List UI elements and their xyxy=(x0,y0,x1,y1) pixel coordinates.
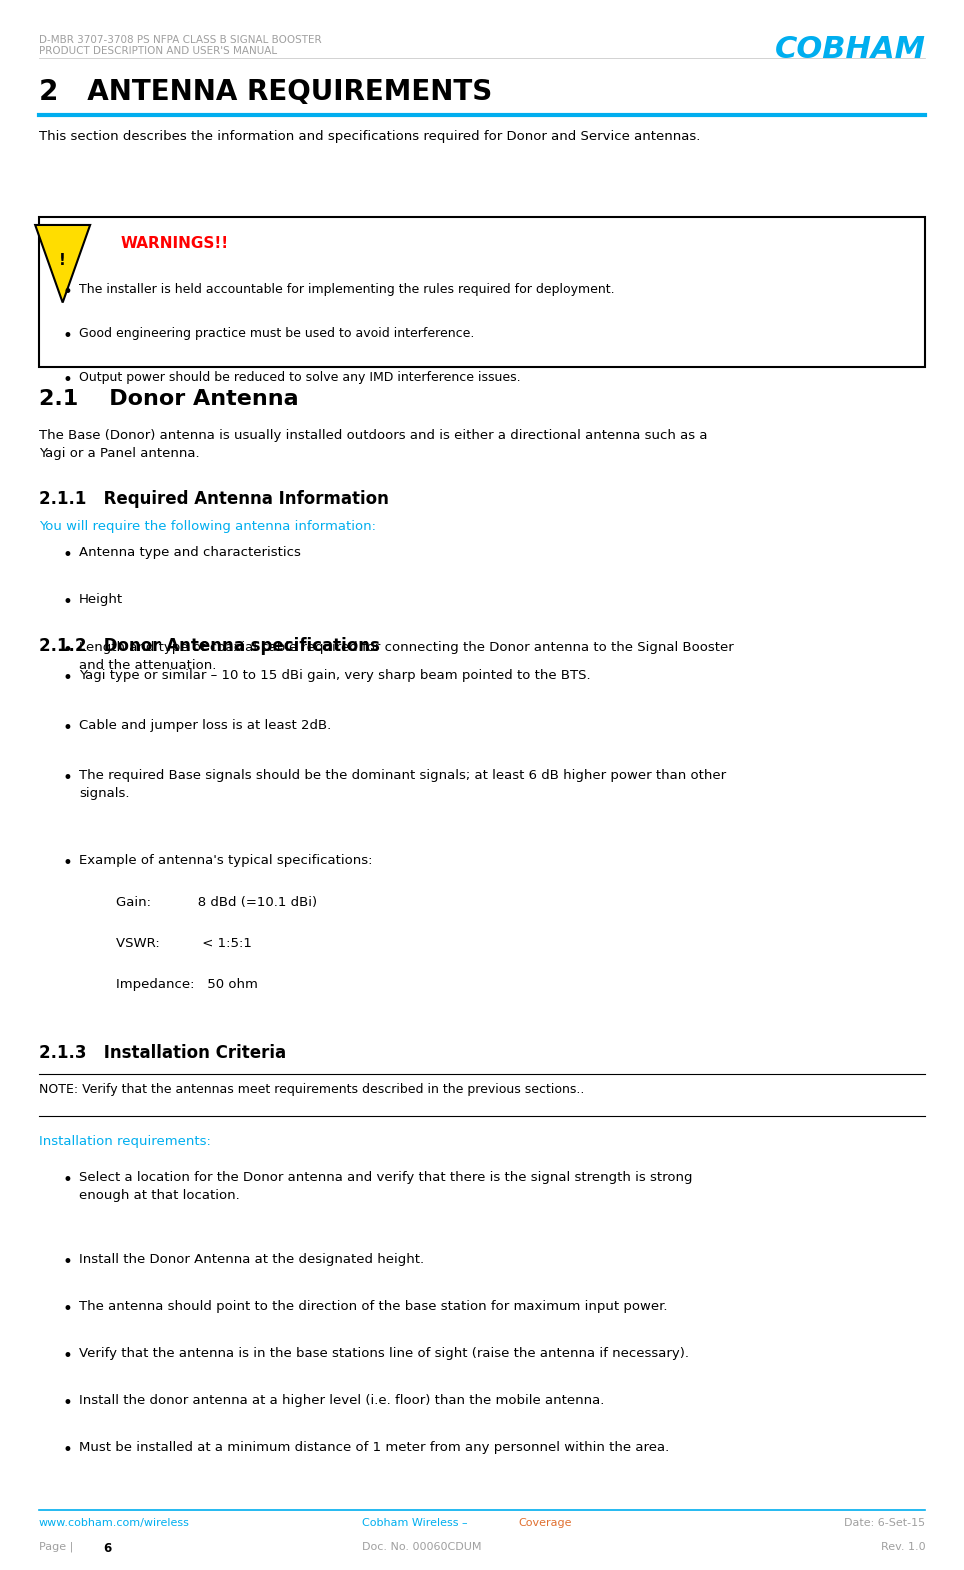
Text: •: • xyxy=(63,1300,72,1317)
Text: VSWR:          < 1:5:1: VSWR: < 1:5:1 xyxy=(116,937,252,950)
Text: This section describes the information and specifications required for Donor and: This section describes the information a… xyxy=(39,130,700,143)
Text: COBHAM: COBHAM xyxy=(774,35,925,63)
Text: NOTE: Verify that the antennas meet requirements described in the previous secti: NOTE: Verify that the antennas meet requ… xyxy=(39,1083,584,1096)
Text: 2.1    Donor Antenna: 2.1 Donor Antenna xyxy=(39,389,298,410)
Text: Date: 6-Set-15: Date: 6-Set-15 xyxy=(844,1518,925,1528)
Text: •: • xyxy=(63,719,72,736)
Text: Install the Donor Antenna at the designated height.: Install the Donor Antenna at the designa… xyxy=(79,1253,424,1265)
Text: •: • xyxy=(63,327,72,344)
Text: Yagi type or similar – 10 to 15 dBi gain, very sharp beam pointed to the BTS.: Yagi type or similar – 10 to 15 dBi gain… xyxy=(79,669,591,681)
Text: •: • xyxy=(63,1171,72,1188)
Text: •: • xyxy=(63,593,72,611)
Text: 2.1.2   Donor Antenna specifications: 2.1.2 Donor Antenna specifications xyxy=(39,637,380,655)
Text: •: • xyxy=(63,371,72,388)
Text: Must be installed at a minimum distance of 1 meter from any personnel within the: Must be installed at a minimum distance … xyxy=(79,1441,669,1454)
Text: 2.1.3   Installation Criteria: 2.1.3 Installation Criteria xyxy=(39,1044,285,1061)
Text: 6: 6 xyxy=(103,1542,112,1554)
Text: You will require the following antenna information:: You will require the following antenna i… xyxy=(39,520,376,532)
Text: •: • xyxy=(63,854,72,871)
Text: www.cobham.com/wireless: www.cobham.com/wireless xyxy=(39,1518,190,1528)
Text: 2   ANTENNA REQUIREMENTS: 2 ANTENNA REQUIREMENTS xyxy=(39,78,492,107)
Text: WARNINGS!!: WARNINGS!! xyxy=(120,236,228,251)
Text: Select a location for the Donor antenna and verify that there is the signal stre: Select a location for the Donor antenna … xyxy=(79,1171,692,1203)
Text: Output power should be reduced to solve any IMD interference issues.: Output power should be reduced to solve … xyxy=(79,371,521,383)
Text: •: • xyxy=(63,641,72,658)
Text: The Base (Donor) antenna is usually installed outdoors and is either a direction: The Base (Donor) antenna is usually inst… xyxy=(39,429,707,460)
Text: Impedance:   50 ohm: Impedance: 50 ohm xyxy=(116,978,257,991)
FancyBboxPatch shape xyxy=(39,217,925,367)
Text: Install the donor antenna at a higher level (i.e. floor) than the mobile antenna: Install the donor antenna at a higher le… xyxy=(79,1394,604,1407)
Text: •: • xyxy=(63,546,72,564)
Text: Good engineering practice must be used to avoid interference.: Good engineering practice must be used t… xyxy=(79,327,474,339)
Text: Cable and jumper loss is at least 2dB.: Cable and jumper loss is at least 2dB. xyxy=(79,719,332,732)
Text: Doc. No. 00060CDUM: Doc. No. 00060CDUM xyxy=(362,1542,481,1551)
Text: !: ! xyxy=(59,253,67,268)
Text: •: • xyxy=(63,1394,72,1411)
Text: 2.1.1   Required Antenna Information: 2.1.1 Required Antenna Information xyxy=(39,490,388,507)
Text: The antenna should point to the direction of the base station for maximum input : The antenna should point to the directio… xyxy=(79,1300,667,1313)
Text: Height: Height xyxy=(79,593,123,606)
Text: Verify that the antenna is in the base stations line of sight (raise the antenna: Verify that the antenna is in the base s… xyxy=(79,1347,689,1360)
Text: •: • xyxy=(63,769,72,787)
Text: •: • xyxy=(63,1441,72,1459)
Text: Example of antenna's typical specifications:: Example of antenna's typical specificati… xyxy=(79,854,372,867)
Polygon shape xyxy=(36,225,91,303)
Text: Coverage: Coverage xyxy=(519,1518,572,1528)
Text: •: • xyxy=(63,1347,72,1364)
Text: The installer is held accountable for implementing the rules required for deploy: The installer is held accountable for im… xyxy=(79,283,615,295)
Text: Gain:           8 dBd (=10.1 dBi): Gain: 8 dBd (=10.1 dBi) xyxy=(116,896,317,909)
Text: •: • xyxy=(63,1253,72,1270)
Text: Installation requirements:: Installation requirements: xyxy=(39,1135,210,1148)
Text: The required Base signals should be the dominant signals; at least 6 dB higher p: The required Base signals should be the … xyxy=(79,769,726,801)
Text: •: • xyxy=(63,283,72,300)
Text: Length and type of coaxial cable required for connecting the Donor antenna to th: Length and type of coaxial cable require… xyxy=(79,641,734,672)
Text: Cobham Wireless –: Cobham Wireless – xyxy=(362,1518,470,1528)
Text: D-MBR 3707-3708 PS NFPA CLASS B SIGNAL BOOSTER: D-MBR 3707-3708 PS NFPA CLASS B SIGNAL B… xyxy=(39,35,321,44)
Text: Page |: Page | xyxy=(39,1542,76,1553)
Text: Antenna type and characteristics: Antenna type and characteristics xyxy=(79,546,301,559)
Text: Rev. 1.0: Rev. 1.0 xyxy=(881,1542,925,1551)
Text: •: • xyxy=(63,669,72,686)
Text: PRODUCT DESCRIPTION AND USER'S MANUAL: PRODUCT DESCRIPTION AND USER'S MANUAL xyxy=(39,46,277,55)
